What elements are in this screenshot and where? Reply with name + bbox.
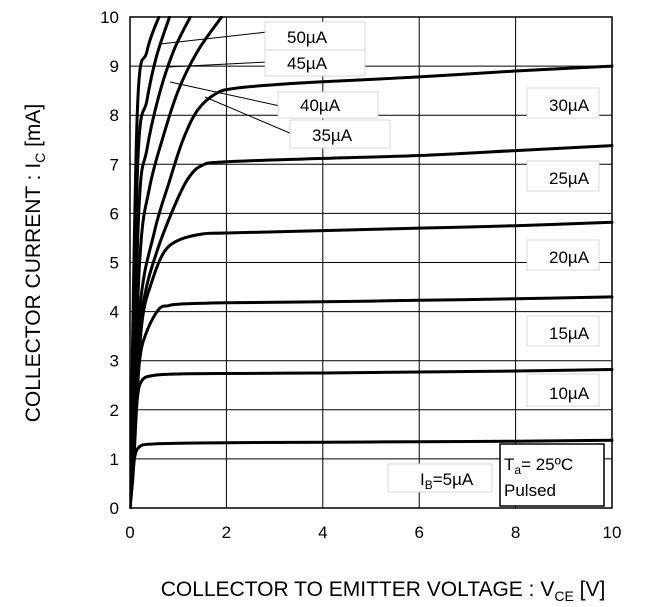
note-line2: Pulsed bbox=[504, 481, 556, 500]
curve-label-20a: 20µA bbox=[549, 248, 590, 267]
y-tick-label: 5 bbox=[110, 254, 119, 273]
curve-25a bbox=[130, 144, 614, 509]
curve-label-box-45a bbox=[264, 49, 366, 77]
label-leaders bbox=[159, 31, 293, 135]
curve-label-box-10a bbox=[526, 373, 600, 407]
note-line1: Ta= 25ºC bbox=[504, 455, 573, 477]
curve-label-box-50a bbox=[264, 21, 366, 51]
curve-label-5a: IB=5µA bbox=[420, 470, 474, 492]
curve-label-35a: 35µA bbox=[312, 126, 353, 145]
curve-label-box-20a bbox=[526, 239, 600, 271]
curve-label-box-25a bbox=[526, 160, 600, 192]
curve-label-box-30a bbox=[526, 87, 600, 119]
curves bbox=[130, 16, 614, 509]
y-axis-title: COLLECTOR CURRENT : IC [mA] bbox=[22, 104, 48, 423]
x-tick-label: 0 bbox=[125, 523, 134, 542]
curve-labels: IB=5µA 10µA 15µA 20µA 25µA 30µA 35µA 40µA 45µA 50… bbox=[264, 21, 600, 493]
curve-label-45a: 45µA bbox=[287, 54, 328, 73]
y-tick-label: 4 bbox=[110, 303, 119, 322]
curve-label-box-35a bbox=[289, 119, 391, 149]
x-tick-label: 2 bbox=[222, 523, 231, 542]
y-tick-label: 7 bbox=[110, 155, 119, 174]
y-tick-label: 6 bbox=[110, 204, 119, 223]
y-tick-label: 0 bbox=[110, 499, 119, 518]
conditions-note: Ta= 25ºC Pulsed bbox=[499, 443, 605, 507]
y-tick-label: 10 bbox=[100, 8, 119, 27]
y-tick-label: 3 bbox=[110, 352, 119, 371]
note-box bbox=[499, 443, 605, 507]
leader-line-35a bbox=[204, 96, 293, 135]
leader-line-45a bbox=[167, 61, 268, 68]
y-tick-label: 8 bbox=[110, 106, 119, 125]
tick-labels: 0 1 2 3 4 5 6 7 8 9 10 0 2 4 6 8 10 bbox=[100, 8, 621, 542]
curve-label-25a: 25µA bbox=[549, 169, 590, 188]
x-tick-label: 6 bbox=[414, 523, 423, 542]
curve-label-box-40a bbox=[277, 91, 379, 119]
curve-50a bbox=[130, 16, 161, 509]
y-tick-label: 2 bbox=[110, 401, 119, 420]
grid bbox=[129, 16, 613, 509]
x-tick-label: 10 bbox=[603, 523, 622, 542]
curve-label-30a: 30µA bbox=[549, 96, 590, 115]
leader-line-40a bbox=[169, 81, 281, 107]
curve-label-15a: 15µA bbox=[549, 324, 590, 343]
curve-label-box-15a bbox=[526, 315, 600, 347]
curve-30a bbox=[130, 64, 614, 509]
y-tick-label: 9 bbox=[110, 57, 119, 76]
x-axis-title: COLLECTOR TO EMITTER VOLTAGE : VCE [V] bbox=[161, 578, 606, 604]
curve-label-40a: 40µA bbox=[300, 96, 341, 115]
curve-label-10a: 10µA bbox=[549, 384, 590, 403]
y-tick-label: 1 bbox=[110, 450, 119, 469]
x-tick-label: 8 bbox=[511, 523, 520, 542]
x-tick-label: 4 bbox=[318, 523, 327, 542]
curve-label-50a: 50µA bbox=[287, 28, 328, 47]
curve-label-box-5a bbox=[387, 463, 493, 493]
leader-line-50a bbox=[159, 31, 268, 45]
plot-frame bbox=[129, 16, 613, 509]
